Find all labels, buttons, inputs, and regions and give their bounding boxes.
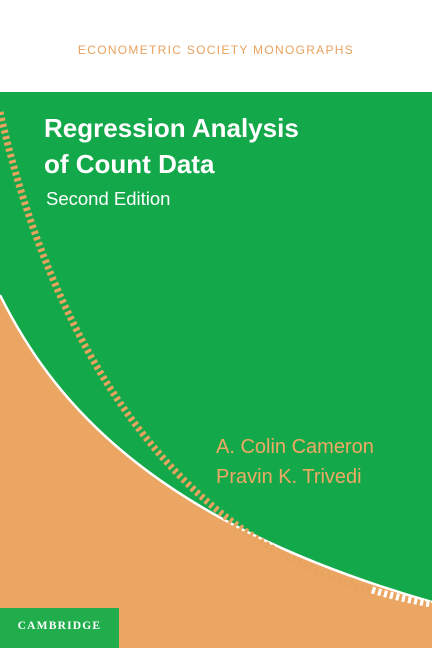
series-name: ECONOMETRIC SOCIETY MONOGRAPHS bbox=[77, 43, 355, 57]
title-line-2: of Count Data bbox=[44, 149, 215, 179]
author-2: Pravin K. Trivedi bbox=[216, 466, 362, 488]
dotted-curve-tail bbox=[370, 586, 432, 608]
publisher-name: CAMBRIDGE bbox=[17, 620, 102, 632]
edition-label: Second Edition bbox=[46, 188, 171, 209]
authors: A. Colin Cameron Pravin K. Trivedi bbox=[216, 432, 374, 492]
book-title: Regression Analysis of Count Data bbox=[44, 110, 299, 182]
publisher-logo: CAMBRIDGE bbox=[0, 608, 119, 648]
white-curve-line bbox=[0, 294, 432, 604]
author-1: A. Colin Cameron bbox=[216, 436, 374, 458]
orange-curve-area bbox=[0, 295, 432, 648]
title-line-1: Regression Analysis bbox=[44, 113, 299, 143]
